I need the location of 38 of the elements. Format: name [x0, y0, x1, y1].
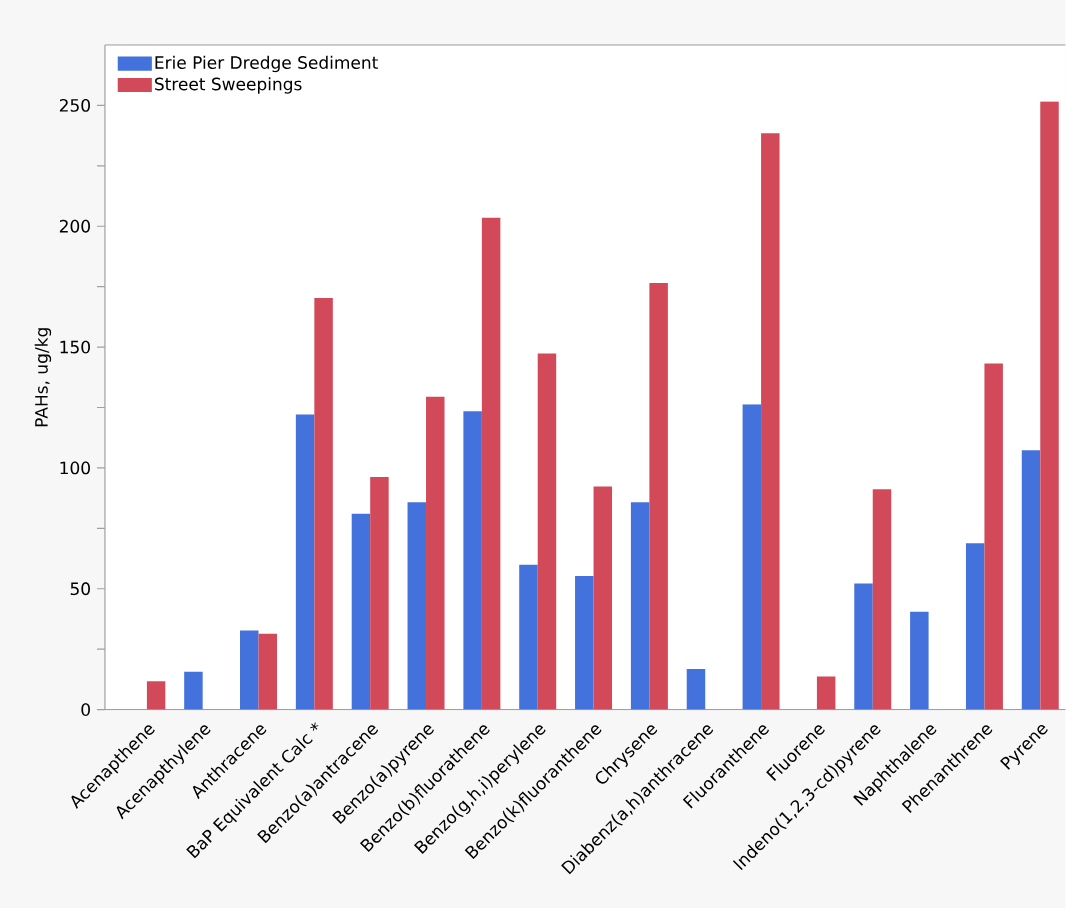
y-tick-label: 100 — [60, 461, 90, 475]
y-tick-label: 50 — [70, 582, 90, 595]
bar — [872, 488, 892, 710]
bar — [742, 404, 762, 710]
bar — [593, 486, 613, 710]
bar — [481, 217, 501, 710]
bar — [575, 575, 594, 710]
bar — [816, 676, 836, 710]
legend-label: Street Sweepings — [154, 77, 302, 94]
bar — [1021, 450, 1041, 710]
bar — [537, 353, 557, 710]
y-tick-label: 0 — [81, 702, 90, 716]
bar — [686, 668, 706, 710]
bar — [761, 132, 780, 710]
bar — [426, 396, 445, 710]
legend-label: Erie Pier Dredge Sediment — [155, 55, 378, 73]
bar — [295, 414, 315, 710]
y-tick-label: 250 — [59, 98, 90, 112]
bar — [258, 633, 277, 710]
bar — [240, 630, 259, 710]
y-tick-label: 200 — [59, 219, 90, 233]
bar — [630, 501, 650, 710]
bar — [184, 671, 203, 710]
bar — [146, 681, 166, 710]
bar — [984, 363, 1003, 710]
bar — [519, 564, 538, 710]
bar — [854, 583, 873, 710]
y-axis-title: PAHs, ug/kg — [34, 328, 52, 426]
bar — [965, 543, 985, 710]
bar — [463, 411, 482, 710]
bar — [370, 476, 389, 710]
bar — [1040, 101, 1059, 710]
bar — [910, 611, 929, 710]
y-tick-label: 150 — [60, 340, 90, 354]
bar — [407, 501, 427, 710]
bar — [649, 282, 668, 710]
bar — [314, 297, 333, 710]
bar — [351, 513, 371, 710]
